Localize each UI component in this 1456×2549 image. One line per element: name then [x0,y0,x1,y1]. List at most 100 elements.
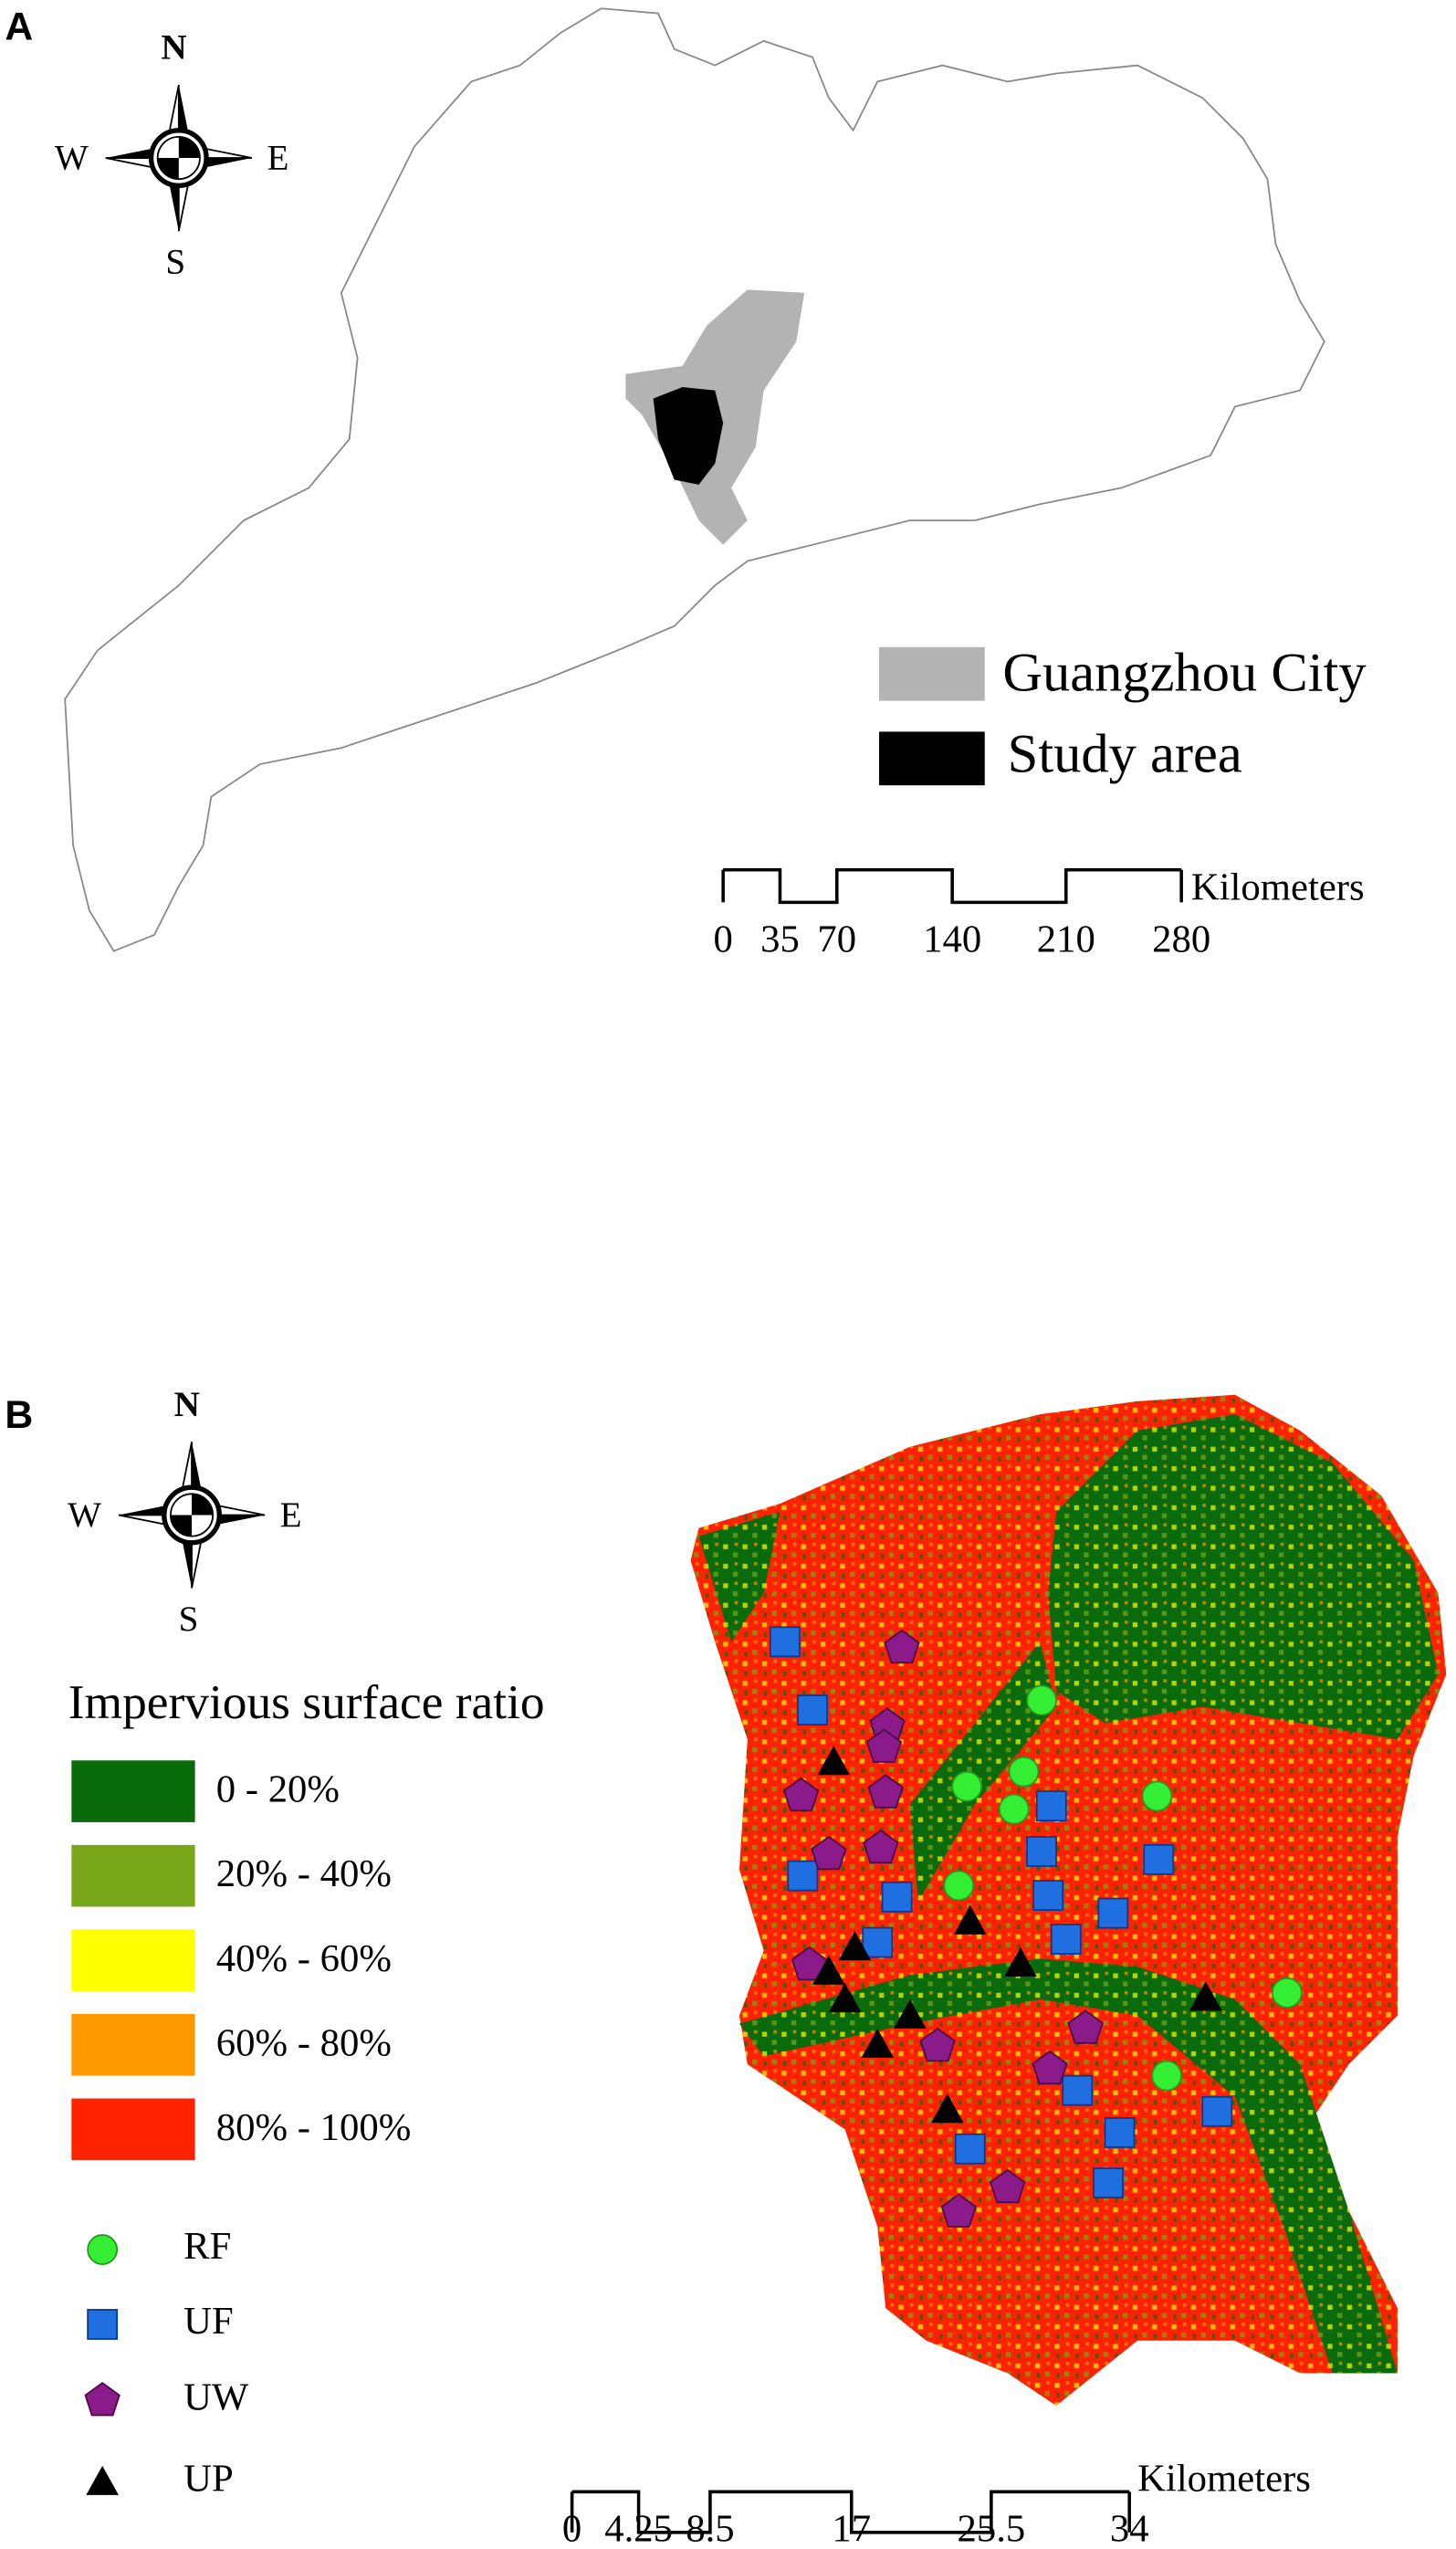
legend-label: 80% - 100% [216,2106,412,2149]
compass-label: E [280,1495,302,1535]
uf-marker [1143,1843,1175,1875]
uw-marker [990,2168,1026,2204]
compass-label: E [267,139,288,178]
legend-swatch [71,1760,195,1822]
scale-label: 34 [1110,2508,1149,2549]
scale-unit: Kilometers [1191,866,1365,909]
scale-label: 4.25 [604,2508,673,2549]
legend-label: 40% - 60% [216,1937,392,1980]
up-marker [1004,1946,1037,1977]
compass-center [157,136,200,180]
uw-marker [940,2193,977,2228]
up-marker [812,1955,845,1985]
study-map [690,1394,1447,2406]
scale-label: 140 [923,918,981,961]
uw-marker [1032,2050,1068,2085]
legend-swatch [71,1844,195,1907]
legend-swatch [71,2013,195,2076]
compass-label: W [68,1495,101,1535]
legend-label: Study area [1008,724,1242,785]
rf-marker [998,1793,1030,1825]
legend-label: 0 - 20% [216,1768,340,1811]
rf-marker [87,2234,119,2265]
uf-marker [1026,1836,1057,1867]
scale-label: 0 [713,918,732,961]
rf-marker [951,1770,983,1802]
scale-label: 25.5 [957,2508,1025,2549]
sample-label: UP [183,2457,234,2500]
legend-label: Guangzhou City [1002,643,1367,704]
legend-swatch [879,731,985,786]
sample-label: RF [183,2225,231,2268]
uw-marker [919,2027,956,2062]
scale-label: 17 [832,2508,871,2549]
up-marker [86,2465,119,2495]
compass-center [170,1493,215,1537]
uf-marker [769,1626,801,1658]
uf-marker [87,2309,119,2340]
rf-marker [1141,1780,1173,1812]
compass-label: W [55,139,89,178]
compass-label: S [165,243,185,282]
up-marker [1189,1981,1222,2011]
sample-label: UF [183,2300,234,2343]
compass-label: N [161,28,186,68]
uf-marker [1032,1880,1064,1911]
rf-marker [943,1870,975,1902]
up-marker [894,1998,927,2029]
legend-title: Impervious surface ratio [68,1674,545,1729]
scale-bar [723,867,1182,905]
uf-marker [797,1694,828,1726]
compass-center [156,136,201,181]
rf-marker [1008,1756,1040,1788]
uw-marker [84,2381,120,2417]
scale-label: 280 [1152,918,1210,961]
compass-label: N [174,1385,200,1424]
scale-unit: Kilometers [1137,2457,1311,2500]
legend-swatch [71,2098,195,2161]
up-marker [817,1746,851,1776]
rf-marker [1151,2060,1183,2092]
up-marker [838,1931,872,1961]
up-marker [931,2093,964,2124]
uw-marker [811,1835,847,1871]
uf-marker [787,1860,819,1892]
uf-marker [1062,2074,1094,2106]
legend-swatch [71,1929,195,1992]
up-marker [861,2028,895,2059]
legend-label: 60% - 80% [216,2021,392,2064]
uf-marker [954,2133,986,2165]
uf-marker [1035,1790,1067,1822]
uw-marker [782,1777,820,1812]
uw-marker [884,1629,920,1664]
uf-marker [1097,1897,1129,1929]
scale-label: 210 [1037,918,1095,961]
rf-marker [1026,1684,1057,1716]
uf-marker [1201,2095,1233,2127]
uw-marker [865,1728,903,1763]
uw-marker [867,1774,904,1809]
panel-label: A [5,5,33,49]
legend-swatch [879,646,985,701]
uf-marker [1093,2167,1124,2199]
rf-marker [1271,1977,1303,2009]
study-area [653,387,724,485]
compass-center [170,1494,214,1537]
uf-marker [862,1926,894,1958]
up-marker [828,1983,862,2013]
sample-label: UW [183,2376,249,2418]
scale-label: 35 [760,918,800,961]
uw-marker [791,1946,828,1981]
uw-marker [1067,2009,1104,2044]
compass-label: S [179,1600,199,1639]
up-marker [953,1904,987,1935]
scale-label: 0 [562,2508,581,2549]
uw-marker [863,1829,899,1864]
legend-label: 20% - 40% [216,1852,392,1895]
scale-bar [571,2490,1130,2534]
scale-label: 70 [817,918,856,961]
panel-label: B [5,1393,33,1437]
uf-marker [1050,1924,1082,1955]
scale-label: 8.5 [686,2508,734,2549]
